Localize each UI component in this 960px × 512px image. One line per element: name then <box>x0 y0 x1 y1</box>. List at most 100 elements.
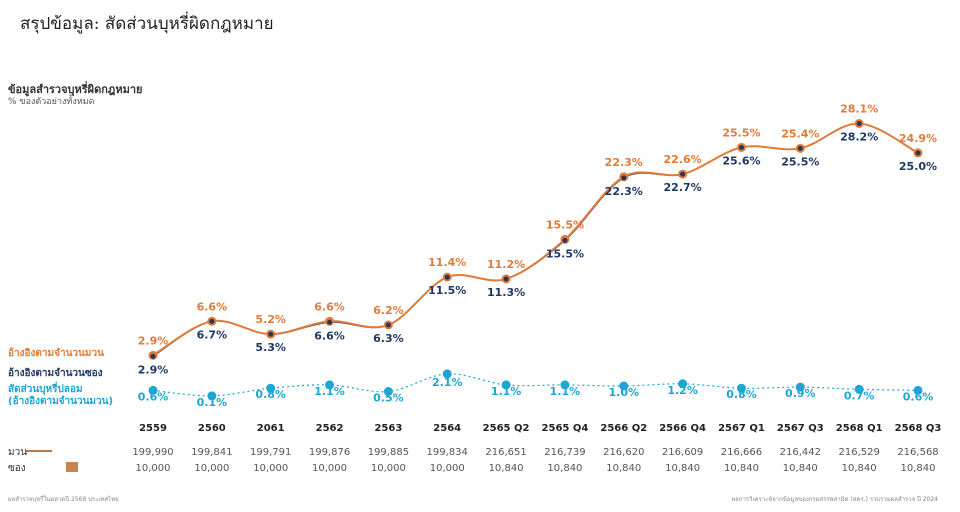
stick-point <box>385 322 391 328</box>
counterfeit-point <box>442 369 452 379</box>
legend-counterfeit: สัดส่วนบุหรี่ปลอม (อ้างอิงตามจำนวนมวน) <box>8 384 113 408</box>
pack-data-label: 22.3% <box>605 156 643 169</box>
counterfeit-data-label: 0.1% <box>197 396 228 409</box>
pack-data-label: 6.6% <box>314 300 345 313</box>
x-tick-label: 2566 Q2 <box>600 423 647 434</box>
sample-sticks-value: 216,529 <box>838 447 879 458</box>
table-row-label-sticks: มวน <box>8 447 27 458</box>
stick-data-label: 2.9% <box>138 363 169 376</box>
pack-data-label: 6.6% <box>197 300 228 313</box>
x-tick-label: 2559 <box>139 423 167 434</box>
counterfeit-data-label: 0.9% <box>785 387 816 400</box>
sample-packs-value: 10,000 <box>253 463 288 474</box>
counterfeit-data-label: 0.6% <box>138 390 169 403</box>
pack-data-label: 15.5% <box>546 218 584 231</box>
x-tick-label: 2567 Q3 <box>777 423 824 434</box>
sample-sticks-value: 216,666 <box>721 447 762 458</box>
sample-sticks-value: 216,620 <box>603 447 644 458</box>
sample-sticks-value: 216,651 <box>485 447 526 458</box>
stick-point <box>915 150 921 156</box>
legend-counterfeit-line1: สัดส่วนบุหรี่ปลอม <box>8 384 83 395</box>
stick-data-label: 11.3% <box>487 286 525 299</box>
x-tick-label: 2565 Q2 <box>483 423 530 434</box>
stick-data-label: 25.0% <box>899 160 937 173</box>
counterfeit-point <box>913 385 923 395</box>
x-tick-label: 2568 Q1 <box>836 423 883 434</box>
counterfeit-point <box>325 380 335 390</box>
sample-packs-value: 10,840 <box>901 463 936 474</box>
counterfeit-point <box>736 383 746 393</box>
stick-data-label: 25.6% <box>722 154 760 167</box>
sample-sticks-value: 216,568 <box>897 447 938 458</box>
sample-packs-value: 10,000 <box>312 463 347 474</box>
chart-subtitle: ข้อมูลสำรวจบุหรี่ผิดกฎหมาย <box>8 83 143 96</box>
stick-data-label: 22.3% <box>605 185 643 198</box>
legend-pack-basis: อ้างอิงตามจำนวนมวน <box>8 348 104 359</box>
legend-counterfeit-line2: (อ้างอิงตามจำนวนมวน) <box>8 396 114 407</box>
stick-point <box>327 319 333 325</box>
pack-data-label: 24.9% <box>899 132 937 145</box>
counterfeit-point <box>560 380 570 390</box>
legend-stick-basis: อ้างอิงตามจำนวนซอง <box>8 368 103 379</box>
x-tick-label: 2567 Q1 <box>718 423 765 434</box>
sample-packs-value: 10,000 <box>136 463 171 474</box>
sample-sticks-value: 199,885 <box>368 447 409 458</box>
counterfeit-data-label: 0.7% <box>844 389 875 402</box>
x-tick-label: 2563 <box>374 423 402 434</box>
chart-unit-note: % ของตัวอย่างทั้งหมด <box>8 97 95 107</box>
pack-data-label: 5.2% <box>255 313 286 326</box>
page-title: สรุปข้อมูล: สัดส่วนบุหรี่ผิดกฎหมาย <box>20 14 274 34</box>
pack-data-label: 11.4% <box>428 256 466 269</box>
counterfeit-point <box>501 380 511 390</box>
counterfeit-data-label: 0.6% <box>903 390 934 403</box>
x-tick-label: 2565 Q4 <box>542 423 589 434</box>
counterfeit-data-label: 0.8% <box>255 388 286 401</box>
sample-packs-value: 10,840 <box>489 463 524 474</box>
x-tick-label: 2568 Q3 <box>895 423 942 434</box>
pack-data-label: 22.6% <box>664 153 702 166</box>
counterfeit-data-label: 1.2% <box>667 384 698 397</box>
counterfeit-data-label: 0.5% <box>373 392 404 405</box>
counterfeit-point <box>207 391 217 401</box>
sample-packs-value: 10,840 <box>724 463 759 474</box>
sample-sticks-value: 216,609 <box>662 447 703 458</box>
stick-point <box>444 274 450 280</box>
sample-packs-value: 10,000 <box>194 463 229 474</box>
counterfeit-data-label: 1.1% <box>550 385 581 398</box>
x-tick-label: 2566 Q4 <box>659 423 706 434</box>
counterfeit-data-label: 1.1% <box>314 385 345 398</box>
stick-point <box>268 331 274 337</box>
stick-data-label: 11.5% <box>428 284 466 297</box>
sample-sticks-value: 199,791 <box>250 447 291 458</box>
counterfeit-point <box>854 384 864 394</box>
pack-data-label: 11.2% <box>487 258 525 271</box>
stick-data-label: 22.7% <box>664 181 702 194</box>
pack-data-label: 6.2% <box>373 304 404 317</box>
sample-packs-value: 10,000 <box>430 463 465 474</box>
sample-sticks-value: 199,841 <box>191 447 232 458</box>
counterfeit-data-label: 1.0% <box>609 386 640 399</box>
footer-source-right: ผลการวิเคราะห์จากข้อมูลของกรมสรรพสามิต (… <box>731 496 938 503</box>
stick-point <box>150 353 156 359</box>
stick-point <box>621 175 627 181</box>
counterfeit-point <box>148 385 158 395</box>
footer-source-left: ผลสำรวจบุหรี่ในตลาดปี 2568 ประเทศไทย <box>8 496 119 503</box>
stick-point <box>209 318 215 324</box>
stick-point <box>797 145 803 151</box>
sample-packs-value: 10,840 <box>783 463 818 474</box>
sample-packs-value: 10,840 <box>665 463 700 474</box>
counterfeit-point <box>678 379 688 389</box>
sample-sticks-value: 199,990 <box>132 447 173 458</box>
pack-data-label: 25.4% <box>781 127 819 140</box>
counterfeit-data-label: 2.1% <box>432 376 463 389</box>
stick-data-label: 6.6% <box>314 329 345 342</box>
table-row-label-packs: ซอง <box>8 463 26 474</box>
stick-data-label: 5.3% <box>255 341 286 354</box>
pack-data-label: 28.1% <box>840 102 878 115</box>
sample-packs-value: 10,840 <box>547 463 582 474</box>
sample-sticks-value: 199,876 <box>309 447 350 458</box>
sample-sticks-value: 216,442 <box>780 447 821 458</box>
stick-point <box>738 144 744 150</box>
pack-data-label: 2.9% <box>138 334 169 347</box>
